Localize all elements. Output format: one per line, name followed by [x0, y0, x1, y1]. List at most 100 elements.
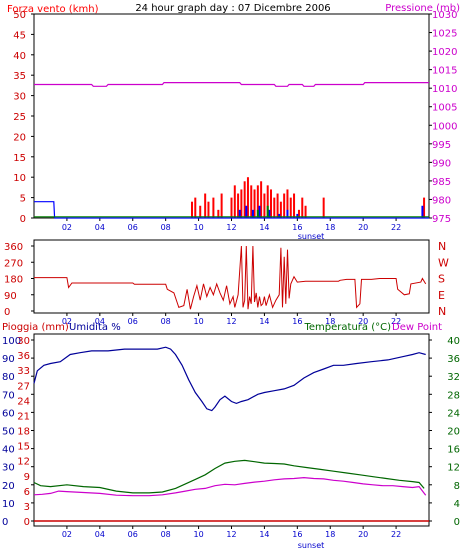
x-tick-label: 18	[325, 530, 335, 539]
wind-pressure-panel: Forza vento (kmh) 24 hour graph day : 07…	[7, 3, 460, 241]
pressure-tick-label: 985	[432, 177, 451, 188]
temperature-axis-title: Temperatura (°C)	[303, 322, 391, 333]
wind-speed-tick-label: 50	[13, 10, 26, 21]
rain-tick-label: 21	[17, 411, 30, 422]
pressure-tick-label: 995	[432, 140, 451, 151]
compass-point-label: N	[438, 240, 446, 253]
pressure-tick-label: 1020	[432, 47, 457, 58]
x-tick-label: 18	[325, 223, 335, 232]
hour-ticks-panel3: 02 04 06 08 10 12 14 16 18 20 22	[62, 526, 401, 539]
pressure-tick-label: 980	[432, 195, 451, 206]
temperature-line	[33, 459, 425, 494]
humidity-and-rain-ticks: 1009080706050403020100303633272421181512…	[2, 336, 34, 528]
rain-tick-label: 18	[17, 427, 30, 438]
temperature-tick-label: 40	[447, 336, 460, 347]
x-tick-label: 08	[161, 317, 171, 326]
x-tick-label: 12	[226, 317, 236, 326]
x-tick-label: 20	[358, 223, 368, 232]
wind-speed-tick-label: 15	[13, 153, 26, 164]
chart-title: 24 hour graph day : 07 Dicembre 2006	[135, 3, 330, 14]
compass-point-label: S	[438, 273, 445, 286]
x-tick-label: 04	[95, 223, 105, 232]
humidity-tick-label: 0	[2, 517, 8, 528]
wind-speed-tick-label: 25	[13, 112, 26, 123]
x-tick-label: 22	[391, 530, 401, 539]
humidity-tick-label: 40	[2, 445, 15, 456]
wind-direction-marks	[34, 245, 427, 310]
direction-tick-label: 0	[4, 307, 10, 318]
dew-point-line	[33, 476, 427, 497]
pressure-tick-label: 1010	[432, 84, 457, 95]
x-tick-label: 16	[292, 317, 302, 326]
compass-point-label: W	[438, 256, 449, 269]
rain-tick-label: 12	[17, 457, 30, 468]
rain-tick-label: 24	[17, 396, 30, 407]
humidity-tick-label: 30	[2, 463, 15, 474]
temperature-tick-label: 32	[447, 372, 460, 383]
x-tick-label: 04	[95, 530, 105, 539]
x-tick-label: 06	[128, 223, 138, 232]
x-tick-label: 06	[128, 530, 138, 539]
wind-speed-tick-label: 5	[20, 194, 26, 205]
temperature-tick-label: 20	[447, 427, 460, 438]
pressure-tick-label: 1025	[432, 29, 457, 40]
humidity-tick-label: 50	[2, 427, 15, 438]
rain-tick-label: 36	[17, 351, 30, 362]
wind-pressure-plot-frame	[33, 13, 430, 219]
direction-tick-label: 270	[4, 258, 23, 269]
pressure-tick-label: 1005	[432, 103, 457, 114]
hour-ticks-panel2: 02 04 06 08 10 12 14 16 18 20 22	[62, 313, 401, 326]
humidity-tick-label: 60	[2, 408, 15, 419]
wind-speed-tick-label: 35	[13, 71, 26, 82]
x-tick-label: 16	[292, 223, 302, 232]
temperature-tick-label: 4	[454, 499, 460, 510]
rain-tick-label: 30	[17, 336, 30, 347]
wind-direction-plot-frame	[33, 239, 430, 314]
x-tick-label: 12	[226, 530, 236, 539]
temperature-tick-label: 16	[447, 445, 460, 456]
x-tick-label: 20	[358, 530, 368, 539]
x-tick-label: 08	[161, 530, 171, 539]
wind-speed-axis-title: Forza vento (kmh)	[7, 4, 99, 15]
direction-degree-ticks: 360 270 180 90 0	[4, 242, 34, 318]
humidity-axis-title: Umidita %	[69, 322, 121, 333]
hour-ticks-panel1: 02 04 06 08 10 12 14 16 18 20 22	[62, 218, 401, 232]
compass-point-label: E	[438, 289, 445, 302]
x-tick-label: 06	[128, 317, 138, 326]
x-tick-label: 10	[193, 317, 203, 326]
humidity-tick-label: 10	[2, 499, 15, 510]
rain-humidity-temperature-plot-frame	[33, 333, 430, 527]
humidity-tick-label: 100	[2, 336, 21, 347]
x-tick-label: 20	[358, 317, 368, 326]
wind-speed-tick-label: 0	[20, 214, 26, 225]
rain-tick-label: 9	[24, 472, 30, 483]
pressure-tick-label: 975	[432, 214, 451, 225]
wind-speed-tick-label: 45	[13, 30, 26, 41]
sunset-marker-panel1: sunset	[298, 232, 325, 241]
humidity-tick-label: 20	[2, 481, 15, 492]
pressure-line	[34, 81, 429, 87]
direction-tick-label: 90	[4, 291, 17, 302]
x-tick-label: 10	[193, 530, 203, 539]
pressure-tick-label: 990	[432, 158, 451, 169]
humidity-tick-label: 80	[2, 372, 15, 383]
pressure-axis-title: Pressione (mb)	[385, 3, 460, 14]
wind-speed-tick-label: 10	[13, 173, 26, 184]
temperature-tick-label: 28	[447, 390, 460, 401]
dew-point-axis-title: Dew Point	[392, 322, 442, 333]
wind-average-line	[34, 201, 429, 219]
temperature-tick-label: 12	[447, 463, 460, 474]
wind-pressure-marks	[34, 81, 429, 219]
wind-speed-tick-label: 40	[13, 51, 26, 62]
rain-tick-label: 6	[24, 487, 30, 498]
x-tick-label: 22	[391, 223, 401, 232]
wind-speed-tick-label: 30	[13, 92, 26, 103]
x-tick-label: 02	[62, 317, 72, 326]
x-tick-label: 14	[259, 530, 269, 539]
humidity-tick-label: 90	[2, 354, 15, 365]
temperature-tick-label: 36	[447, 354, 460, 365]
